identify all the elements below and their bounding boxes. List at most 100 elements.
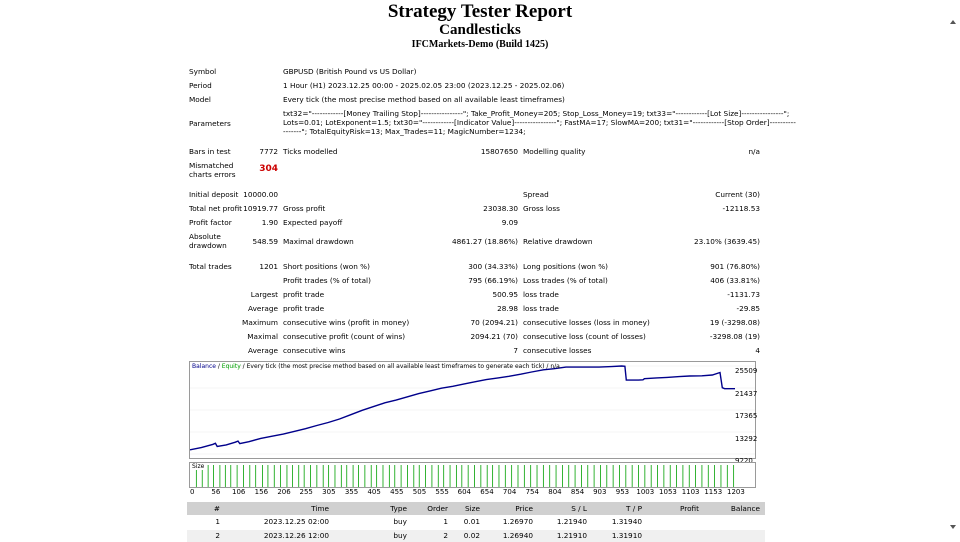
x-tick-label: 1003 bbox=[636, 488, 655, 496]
x-tick-label: 206 bbox=[277, 488, 291, 496]
x-tick-label: 804 bbox=[548, 488, 562, 496]
avg-cons-wins-value: 7 bbox=[513, 346, 518, 355]
max-cons-wins-value: 70 (2094.21) bbox=[470, 318, 518, 327]
x-tick-label: 255 bbox=[299, 488, 313, 496]
col-header-num: # bbox=[213, 504, 220, 513]
scroll-down-arrow-icon[interactable] bbox=[950, 525, 956, 529]
server-name: IFCMarkets-Demo (Build 1425) bbox=[411, 39, 549, 50]
table-header: # Time Type Order Size Price S / L T / P… bbox=[187, 502, 765, 515]
ticks-value: 15807650 bbox=[480, 147, 518, 156]
loss-trades-label: Loss trades (% of total) bbox=[523, 276, 608, 285]
cell-tp: 1.31940 bbox=[611, 517, 642, 526]
x-tick-label: 305 bbox=[322, 488, 336, 496]
cell-price: 1.26940 bbox=[502, 531, 533, 540]
x-tick-label: 1103 bbox=[681, 488, 700, 496]
avg-cons-losses-value: 4 bbox=[755, 346, 760, 355]
cell-sl: 1.21940 bbox=[556, 517, 587, 526]
net-profit-value: 10919.77 bbox=[243, 204, 278, 213]
cell-type: buy bbox=[393, 517, 407, 526]
x-tick-label: 604 bbox=[457, 488, 471, 496]
average-label: Average bbox=[248, 304, 278, 313]
quality-label: Modelling quality bbox=[523, 147, 586, 156]
spread-value: Current (30) bbox=[715, 190, 760, 199]
x-tick-label: 455 bbox=[390, 488, 404, 496]
x-tick-label: 654 bbox=[480, 488, 494, 496]
y-tick-label: 9220 bbox=[735, 457, 753, 465]
max-cons-wins-label: consecutive wins (profit in money) bbox=[283, 318, 410, 327]
bars-value: 7772 bbox=[259, 147, 278, 156]
mismatch-label-2: charts errors bbox=[189, 170, 236, 179]
cell-type: buy bbox=[393, 531, 407, 540]
deposit-value: 10000.00 bbox=[243, 190, 278, 199]
x-tick-label: 1053 bbox=[659, 488, 677, 496]
largest-profit-value: 500.95 bbox=[492, 290, 518, 299]
x-tick-label: 1153 bbox=[704, 488, 723, 496]
volume-label: Size bbox=[192, 463, 205, 470]
max-cons-losses-value: 19 (-3298.08) bbox=[709, 318, 760, 327]
short-positions-value: 300 (34.33%) bbox=[468, 262, 518, 271]
cell-time: 2023.12.26 12:00 bbox=[263, 531, 329, 540]
x-tick-label: 405 bbox=[367, 488, 381, 496]
parameters-label: Parameters bbox=[189, 119, 231, 128]
gross-profit-value: 23038.30 bbox=[483, 204, 518, 213]
max-drawdown-value: 4861.27 (18.86%) bbox=[451, 237, 518, 246]
parameters-line-3: -------"; TotalEquityRisk=13; Max_Trades… bbox=[283, 127, 526, 136]
long-positions-label: Long positions (won %) bbox=[523, 262, 609, 271]
cell-tp: 1.31910 bbox=[611, 531, 642, 540]
expert-name: Candlesticks bbox=[439, 22, 521, 38]
ticks-label: Ticks modelled bbox=[283, 147, 338, 156]
profit-factor-value: 1.90 bbox=[261, 218, 278, 227]
spread-label: Spread bbox=[523, 190, 549, 199]
loss-trades-value: 406 (33.81%) bbox=[710, 276, 760, 285]
rel-drawdown-value: 23.10% (3639.45) bbox=[693, 237, 760, 246]
scroll-up-arrow-icon[interactable] bbox=[950, 20, 956, 24]
x-tick-label: 106 bbox=[232, 488, 246, 496]
x-tick-label: 953 bbox=[615, 488, 630, 496]
maximal-cons-profit-value: 2094.21 (70) bbox=[470, 332, 518, 341]
avg-cons-losses-label: consecutive losses bbox=[523, 346, 592, 355]
table-row: 2 2023.12.26 12:00 buy 2 0.02 1.26940 1.… bbox=[187, 530, 765, 542]
report-title: Strategy Tester Report bbox=[387, 1, 573, 22]
cell-num: 1 bbox=[215, 517, 220, 526]
long-positions-value: 901 (76.80%) bbox=[710, 262, 760, 271]
x-tick-label: 854 bbox=[570, 488, 585, 496]
cell-time: 2023.12.25 02:00 bbox=[263, 517, 329, 526]
table-row: 1 2023.12.25 02:00 buy 1 0.01 1.26970 1.… bbox=[187, 516, 765, 528]
x-tick-label: 704 bbox=[502, 488, 517, 496]
maximal-cons-profit-label: consecutive profit (count of wins) bbox=[283, 332, 406, 341]
largest-label: Largest bbox=[250, 290, 278, 299]
balance-chart: Balance / Equity / Every tick (the most … bbox=[189, 361, 756, 459]
col-header-type: Type bbox=[390, 504, 407, 513]
largest-loss-label: loss trade bbox=[523, 290, 559, 299]
parameters-line-1: txt32="------------[Money Trailing Stop]… bbox=[283, 109, 790, 118]
cell-size: 0.01 bbox=[463, 517, 480, 526]
vertical-scrollbar[interactable] bbox=[946, 0, 960, 539]
symbol-label: Symbol bbox=[189, 67, 217, 76]
period-value: 1 Hour (H1) 2023.12.25 00:00 - 2025.02.0… bbox=[283, 81, 565, 90]
x-tick-label: 1203 bbox=[727, 488, 745, 496]
cell-order: 1 bbox=[443, 517, 448, 526]
maximal-cons-loss-value: -3298.08 (19) bbox=[709, 332, 760, 341]
expected-payoff-label: Expected payoff bbox=[283, 218, 343, 227]
maximum-label: Maximum bbox=[242, 318, 278, 327]
deposit-label: Initial deposit bbox=[189, 190, 239, 199]
volume-chart: Size bbox=[189, 462, 756, 488]
x-tick-label: 0 bbox=[190, 488, 195, 496]
max-drawdown-label: Maximal drawdown bbox=[283, 237, 354, 246]
balance-series-line bbox=[190, 365, 735, 451]
period-label: Period bbox=[189, 81, 212, 90]
average2-label: Average bbox=[248, 346, 278, 355]
volume-chart-svg bbox=[195, 465, 735, 487]
average-profit-value: 28.98 bbox=[497, 304, 518, 313]
model-label: Model bbox=[189, 95, 211, 104]
abs-drawdown-value: 548.59 bbox=[252, 237, 278, 246]
mismatch-value: 304 bbox=[259, 164, 278, 174]
max-cons-losses-label: consecutive losses (loss in money) bbox=[523, 318, 650, 327]
x-tick-label: 754 bbox=[525, 488, 539, 496]
profit-trades-value: 795 (66.19%) bbox=[468, 276, 518, 285]
legend-rest: Every tick (the most precise method base… bbox=[246, 363, 560, 370]
largest-profit-label: profit trade bbox=[283, 290, 325, 299]
col-header-profit: Profit bbox=[679, 504, 699, 513]
short-positions-label: Short positions (won %) bbox=[283, 262, 370, 271]
x-tick-label: 505 bbox=[412, 488, 427, 496]
